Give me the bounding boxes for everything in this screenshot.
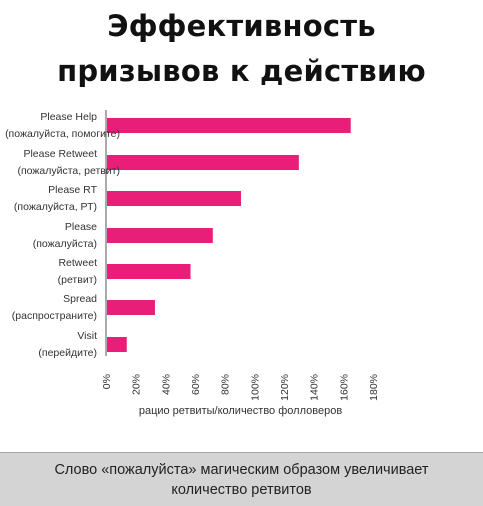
bar-chart: Please Help (пожалуйста, помогите) Please … [5, 110, 380, 417]
x-tick-label-4: 80% [220, 374, 232, 395]
category-label-6: Visit [77, 330, 97, 342]
category-sublabel-3: (пожалуйста) [33, 238, 97, 250]
category-label-0: Please Help [40, 111, 97, 123]
x-tick-label-9: 180% [368, 374, 380, 401]
category-sublabel-4: (ретвит) [58, 274, 97, 286]
x-axis-label: рацио ретвиты/количество фолловеров [139, 405, 342, 417]
chart-title-line-2: призывов к действию [57, 54, 426, 88]
bar-5 [107, 300, 155, 315]
chart-title: Эффективность призывов к действию [0, 4, 483, 94]
bar-0 [107, 118, 351, 133]
category-label-1: Please Retweet [23, 148, 97, 160]
bar-4 [107, 264, 191, 279]
category-sublabel-5: (распространите) [12, 310, 97, 322]
category-label-3: Please [65, 221, 97, 233]
category-sublabel-2: (пожалуйста, РТ) [14, 201, 97, 213]
x-tick-label-6: 120% [279, 374, 291, 401]
x-tick-label-3: 60% [190, 374, 202, 395]
x-tick-label-2: 40% [160, 374, 172, 395]
category-sublabel-6: (перейдите) [38, 347, 97, 359]
bar-3 [107, 228, 213, 243]
category-label-2: Please RT [48, 184, 97, 196]
bar-1 [107, 155, 299, 170]
chart-title-line-1: Эффективность [107, 9, 376, 43]
category-sublabel-1: (пожалуйста, ретвит) [17, 165, 120, 177]
category-label-4: Retweet [58, 257, 97, 269]
x-tick-label-0: 0% [101, 374, 113, 389]
category-label-5: Spread [63, 293, 97, 305]
caption-footer: Слово «пожалуйста» магическим образом ув… [0, 452, 483, 506]
x-tick-label-5: 100% [249, 374, 261, 401]
category-sublabel-0: (пожалуйста, помогите) [5, 128, 120, 140]
bar-2 [107, 191, 241, 206]
x-tick-label-7: 140% [309, 374, 321, 401]
caption-text: Слово «пожалуйста» магическим образом ув… [54, 461, 429, 498]
x-tick-label-8: 160% [338, 374, 350, 401]
x-tick-label-1: 20% [131, 374, 143, 395]
bar-6 [107, 337, 127, 352]
